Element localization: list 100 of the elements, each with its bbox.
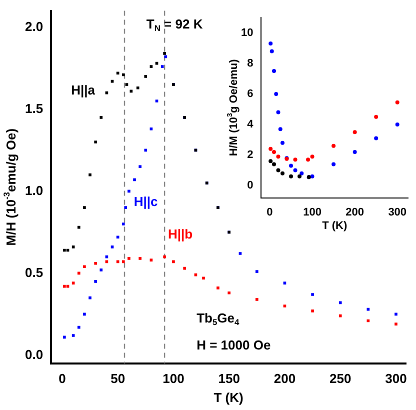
point: [122, 73, 125, 76]
x-tick-label: 150: [218, 370, 240, 386]
y-axis-title: M/H (10-3emu/g Oe): [1, 128, 18, 246]
point: [276, 168, 280, 172]
point: [395, 100, 400, 104]
point: [163, 255, 166, 258]
point: [124, 206, 128, 210]
point: [163, 52, 166, 55]
series-label: H||b: [168, 226, 193, 242]
point: [133, 178, 136, 182]
point: [283, 282, 286, 284]
point: [110, 246, 114, 248]
point: [77, 226, 80, 229]
point: [216, 286, 220, 290]
x-tick-label: 200: [346, 206, 364, 218]
y-tick-label: 10: [240, 26, 254, 39]
point: [338, 314, 342, 318]
point: [289, 174, 294, 178]
point: [183, 266, 186, 270]
point: [88, 296, 92, 300]
point: [394, 322, 398, 326]
y-tick-label: 6: [247, 88, 254, 100]
point: [280, 140, 285, 145]
point: [352, 130, 357, 134]
point: [268, 146, 273, 151]
point: [94, 140, 97, 144]
point: [122, 222, 125, 226]
point: [150, 127, 153, 130]
x-tick-label: 250: [330, 370, 352, 386]
point: [128, 257, 130, 260]
point: [255, 270, 258, 273]
point: [310, 154, 314, 159]
point: [150, 65, 153, 68]
point: [332, 162, 336, 166]
point: [155, 100, 158, 102]
point: [394, 312, 398, 316]
point: [272, 150, 276, 154]
y-tick-label: 4: [247, 118, 254, 131]
x-tick-label: 50: [110, 370, 126, 386]
x-tick-label: 300: [385, 370, 407, 386]
x-tick-label: 200: [274, 370, 296, 386]
point: [138, 165, 142, 168]
point: [374, 114, 378, 119]
y-tick-label: 8: [247, 57, 254, 70]
point: [268, 159, 273, 164]
point: [278, 127, 282, 132]
point: [160, 65, 164, 68]
point: [352, 150, 357, 154]
point: [293, 158, 298, 162]
point: [310, 174, 314, 178]
point: [83, 206, 86, 210]
x-tick-label: 0: [58, 370, 66, 386]
point: [138, 257, 142, 260]
point: [300, 171, 304, 176]
x-tick-label: 0: [266, 206, 273, 218]
point: [100, 268, 103, 272]
point: [144, 148, 148, 152]
point: [83, 265, 86, 268]
x-tick-label: 300: [388, 206, 407, 218]
point: [136, 86, 140, 90]
annotation: H = 1000 Oe: [196, 337, 271, 352]
point: [274, 92, 278, 96]
point: [150, 258, 153, 262]
point: [72, 334, 75, 337]
point: [100, 116, 103, 119]
point: [172, 260, 175, 264]
point: [270, 49, 274, 54]
point: [128, 190, 130, 193]
point: [122, 260, 125, 264]
point: [94, 262, 97, 265]
y-tick-label: 1.0: [24, 182, 44, 198]
point: [77, 326, 80, 329]
point: [272, 162, 276, 166]
point: [202, 276, 205, 280]
point: [283, 304, 286, 308]
point: [63, 284, 66, 288]
x-tick-label: 100: [303, 206, 322, 218]
point: [272, 69, 276, 74]
point: [276, 154, 280, 159]
point: [338, 301, 342, 304]
series-label: H||c: [134, 194, 158, 209]
y-tick-label: 0.0: [24, 346, 44, 362]
point: [88, 173, 92, 176]
point: [289, 164, 294, 168]
point: [311, 310, 314, 312]
x-axis-title: T (K): [214, 390, 244, 405]
point: [238, 252, 242, 255]
point: [144, 74, 148, 78]
point: [94, 280, 97, 283]
point: [72, 282, 75, 284]
point: [255, 298, 258, 301]
point: [298, 174, 302, 178]
y-tick-label: 0: [247, 180, 254, 192]
point: [311, 293, 314, 296]
point: [130, 90, 133, 93]
y-tick-label: 0.5: [24, 264, 44, 280]
y-tick-label: 2: [247, 149, 254, 162]
point: [63, 336, 66, 339]
point: [280, 171, 285, 176]
point: [116, 236, 120, 239]
